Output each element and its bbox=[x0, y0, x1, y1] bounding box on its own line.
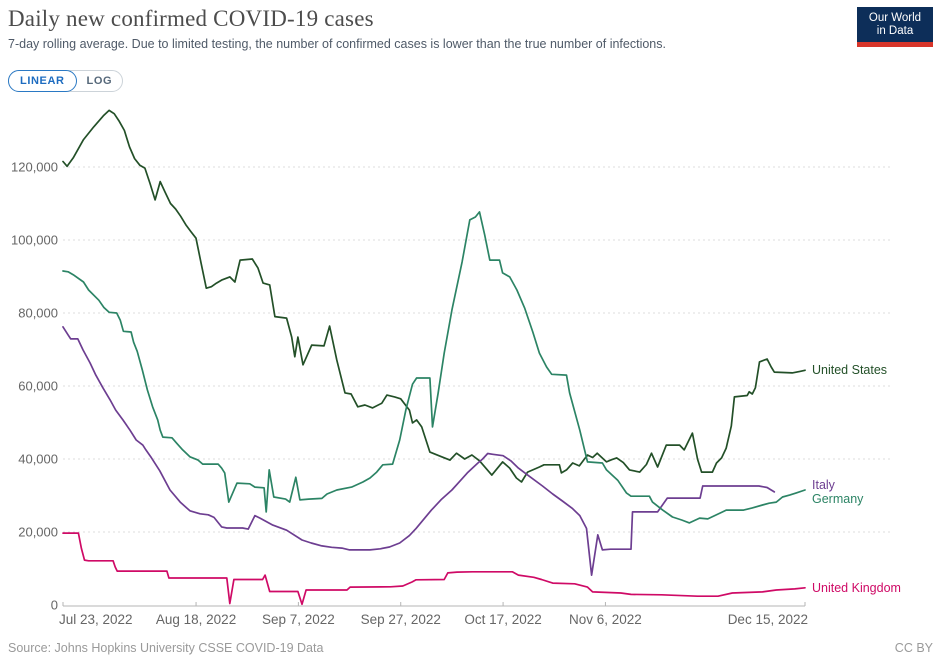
y-tick-label: 40,000 bbox=[18, 452, 58, 467]
legend-label-united-kingdom[interactable]: United Kingdom bbox=[812, 581, 901, 595]
y-tick-label: 0 bbox=[51, 598, 58, 613]
series-line-united-kingdom[interactable] bbox=[62, 532, 806, 606]
log-scale-button[interactable]: LOG bbox=[77, 70, 123, 92]
y-tick-label: 60,000 bbox=[18, 379, 58, 394]
source-note: Source: Johns Hopkins University CSSE CO… bbox=[8, 641, 324, 655]
owid-logo[interactable]: Our World in Data bbox=[857, 7, 933, 47]
series-line-italy[interactable] bbox=[62, 326, 776, 576]
x-tick-label: Nov 6, 2022 bbox=[569, 612, 642, 627]
owid-logo-line1: Our World bbox=[868, 12, 922, 24]
y-tick-label: 20,000 bbox=[18, 525, 58, 540]
legend-label-italy[interactable]: Italy bbox=[812, 478, 836, 492]
legend-label-germany[interactable]: Germany bbox=[812, 492, 864, 506]
x-tick-label: Sep 7, 2022 bbox=[262, 612, 335, 627]
page-title: Daily new confirmed COVID-19 cases bbox=[8, 6, 374, 31]
y-tick-label: 80,000 bbox=[18, 306, 58, 321]
y-tick-label: 100,000 bbox=[11, 233, 58, 248]
series-line-united-states[interactable] bbox=[62, 109, 806, 483]
legend-label-united-states[interactable]: United States bbox=[812, 363, 887, 377]
y-tick-label: 120,000 bbox=[11, 160, 58, 175]
x-tick-label: Aug 18, 2022 bbox=[156, 612, 236, 627]
license-link[interactable]: CC BY bbox=[894, 641, 933, 655]
x-tick-label: Dec 15, 2022 bbox=[728, 612, 808, 627]
scale-toggle: LINEAR LOG bbox=[8, 70, 124, 92]
series-line-germany[interactable] bbox=[62, 211, 806, 524]
owid-logo-line2: in Data bbox=[876, 25, 914, 37]
x-tick-label: Oct 17, 2022 bbox=[464, 612, 541, 627]
chart-subtitle: 7-day rolling average. Due to limited te… bbox=[8, 37, 666, 51]
x-tick-label: Jul 23, 2022 bbox=[59, 612, 133, 627]
linear-scale-button[interactable]: LINEAR bbox=[8, 70, 77, 92]
x-tick-label: Sep 27, 2022 bbox=[361, 612, 441, 627]
